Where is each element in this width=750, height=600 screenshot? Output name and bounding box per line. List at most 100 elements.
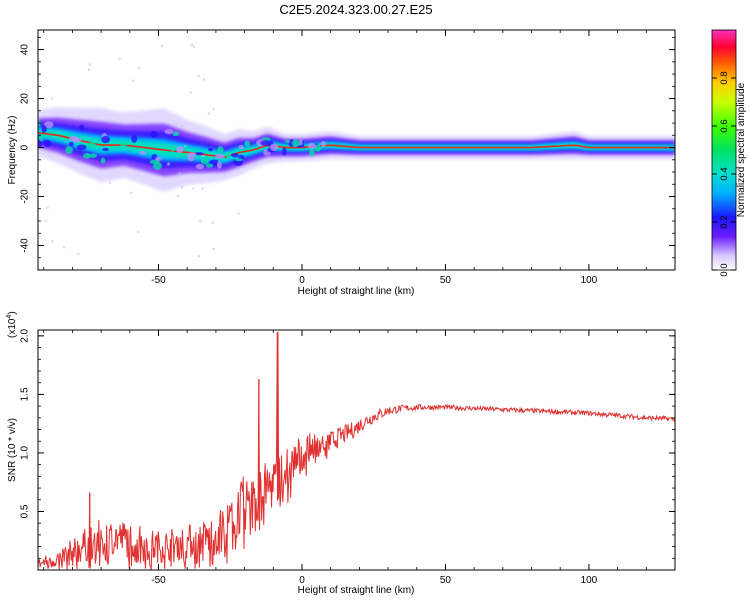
spectrogram-y-tick-label: -40 bbox=[20, 238, 31, 253]
ridge-blob bbox=[82, 152, 91, 159]
ridge-blob bbox=[38, 120, 41, 127]
noise-speck bbox=[44, 219, 47, 222]
snr-y-tick-label: 0.5 bbox=[19, 504, 30, 518]
noise-speck bbox=[161, 45, 164, 48]
spectrogram-x-tick-label: 50 bbox=[440, 275, 452, 286]
noise-speck bbox=[201, 187, 204, 190]
noise-speck bbox=[178, 172, 181, 175]
ridge-blob bbox=[43, 139, 52, 148]
colorbar-label: Normalized spectral amplitude bbox=[736, 82, 747, 217]
ridge-blob bbox=[153, 161, 162, 170]
snr-y-ticks: 0.5 1.0 1.5 2.0 bbox=[19, 328, 675, 559]
noise-speck bbox=[184, 145, 187, 148]
snr-plot-area bbox=[38, 330, 675, 570]
spectrogram-y-ticks: -40 -20 0 20 40 bbox=[20, 36, 675, 271]
spectrogram-x-ticks: -50 0 50 100 bbox=[43, 30, 676, 286]
snr-line-layer bbox=[38, 331, 675, 570]
colorbar-tick-label: 0.0 bbox=[719, 263, 730, 276]
snr-x-tick-label: 50 bbox=[440, 575, 452, 586]
noise-speck bbox=[118, 57, 121, 60]
snr-y-axis-label: SNR (10 * v/v) bbox=[7, 418, 18, 482]
ridge-blob bbox=[87, 142, 96, 148]
ridge-blob bbox=[76, 144, 87, 151]
ridge-blob bbox=[269, 143, 279, 152]
ridge-blob bbox=[215, 153, 225, 159]
ridge-blob bbox=[176, 146, 184, 153]
spectrogram-x-tick-label: 0 bbox=[299, 275, 305, 286]
chart-title: C2E5.2024.323.00.27.E25 bbox=[279, 2, 432, 17]
snr-panel: -50 0 50 100 0.5 1.0 1.5 2.0 Height of straigh… bbox=[6, 311, 676, 596]
ridge-blob bbox=[72, 137, 82, 143]
noise-speck bbox=[197, 75, 200, 78]
noise-speck bbox=[181, 186, 184, 189]
snr-y-tick-label: 1.0 bbox=[20, 446, 31, 460]
ridge-blob bbox=[320, 140, 326, 148]
colorbar-ticks: 0.0 0.2 0.4 0.6 0.8 bbox=[712, 71, 736, 277]
noise-speck bbox=[63, 246, 66, 249]
ridge-blob bbox=[169, 146, 176, 152]
ridge-blob bbox=[150, 130, 159, 138]
noise-speck bbox=[51, 240, 54, 243]
ridge-blob bbox=[101, 136, 110, 144]
ridge-blob bbox=[164, 129, 174, 135]
noise-speck bbox=[131, 79, 134, 82]
snr-multiplier-exponent: 4 bbox=[6, 315, 13, 319]
noise-speck bbox=[201, 154, 204, 157]
ridge-layer bbox=[38, 43, 675, 258]
noise-speck bbox=[207, 112, 210, 115]
snr-x-ticks: -50 0 50 100 bbox=[43, 330, 676, 586]
ridge-blob bbox=[38, 140, 42, 148]
ridge-blob bbox=[307, 142, 317, 150]
ridge-blob bbox=[89, 153, 98, 158]
ridge-blob bbox=[224, 151, 232, 158]
colorbar-tick-label: 0.8 bbox=[719, 71, 730, 84]
spectrogram-panel: -50 0 50 100 -40 -20 0 20 40 Height of straight… bbox=[7, 29, 676, 297]
noise-speck bbox=[77, 252, 80, 255]
spectrogram-y-axis-label: Frequency (Hz) bbox=[7, 116, 18, 185]
ridge-blob bbox=[217, 161, 222, 169]
snr-frame bbox=[37, 329, 676, 571]
noise-speck bbox=[137, 230, 140, 233]
noise-speck bbox=[88, 63, 91, 66]
spectrogram-y-tick-label: 20 bbox=[20, 93, 31, 105]
ridge-blob bbox=[217, 146, 224, 153]
ridge-core bbox=[38, 132, 675, 158]
noise-speck bbox=[202, 78, 205, 81]
ridge-blob bbox=[100, 157, 106, 164]
noise-speck bbox=[212, 108, 215, 111]
ridge-blob bbox=[172, 131, 180, 137]
ridge-blob bbox=[309, 148, 315, 157]
ridge-blob bbox=[65, 146, 73, 154]
ridge-blob bbox=[102, 147, 109, 151]
noise-speck bbox=[109, 181, 112, 184]
ridge-blob bbox=[281, 147, 287, 156]
snr-x-tick-label: 0 bbox=[299, 575, 305, 586]
spectrogram-frame bbox=[37, 29, 676, 271]
ridge-blob bbox=[205, 163, 214, 168]
ridge-blob bbox=[238, 144, 244, 150]
spectrogram-x-tick-label: 100 bbox=[581, 275, 598, 286]
ridge-blob bbox=[314, 144, 321, 152]
snr-multiplier-label: (x104) bbox=[6, 311, 18, 338]
ridge-blob bbox=[79, 124, 85, 131]
spectrogram-y-tick-label: -20 bbox=[20, 189, 31, 204]
noise-speck bbox=[237, 212, 240, 215]
snr-x-tick-label: 100 bbox=[581, 575, 598, 586]
ridge-blob bbox=[155, 156, 162, 162]
snr-x-tick-label: -50 bbox=[151, 575, 166, 586]
noise-speck bbox=[147, 172, 150, 175]
noise-speck bbox=[198, 255, 201, 258]
noise-speck bbox=[199, 220, 202, 223]
ridge-blob bbox=[139, 150, 147, 155]
noise-speck bbox=[78, 116, 81, 119]
snr-x-axis-label: Height of straight line (km) bbox=[298, 585, 415, 596]
noise-speck bbox=[176, 194, 179, 197]
ridge-blob bbox=[231, 153, 239, 158]
ridge-blob bbox=[179, 152, 189, 157]
ridge-blob bbox=[208, 147, 213, 152]
ridge-blob bbox=[43, 121, 54, 129]
noise-speck bbox=[211, 221, 214, 224]
ridge-blob bbox=[194, 152, 204, 156]
noise-speck bbox=[189, 91, 192, 94]
ridge-blob bbox=[131, 134, 138, 143]
